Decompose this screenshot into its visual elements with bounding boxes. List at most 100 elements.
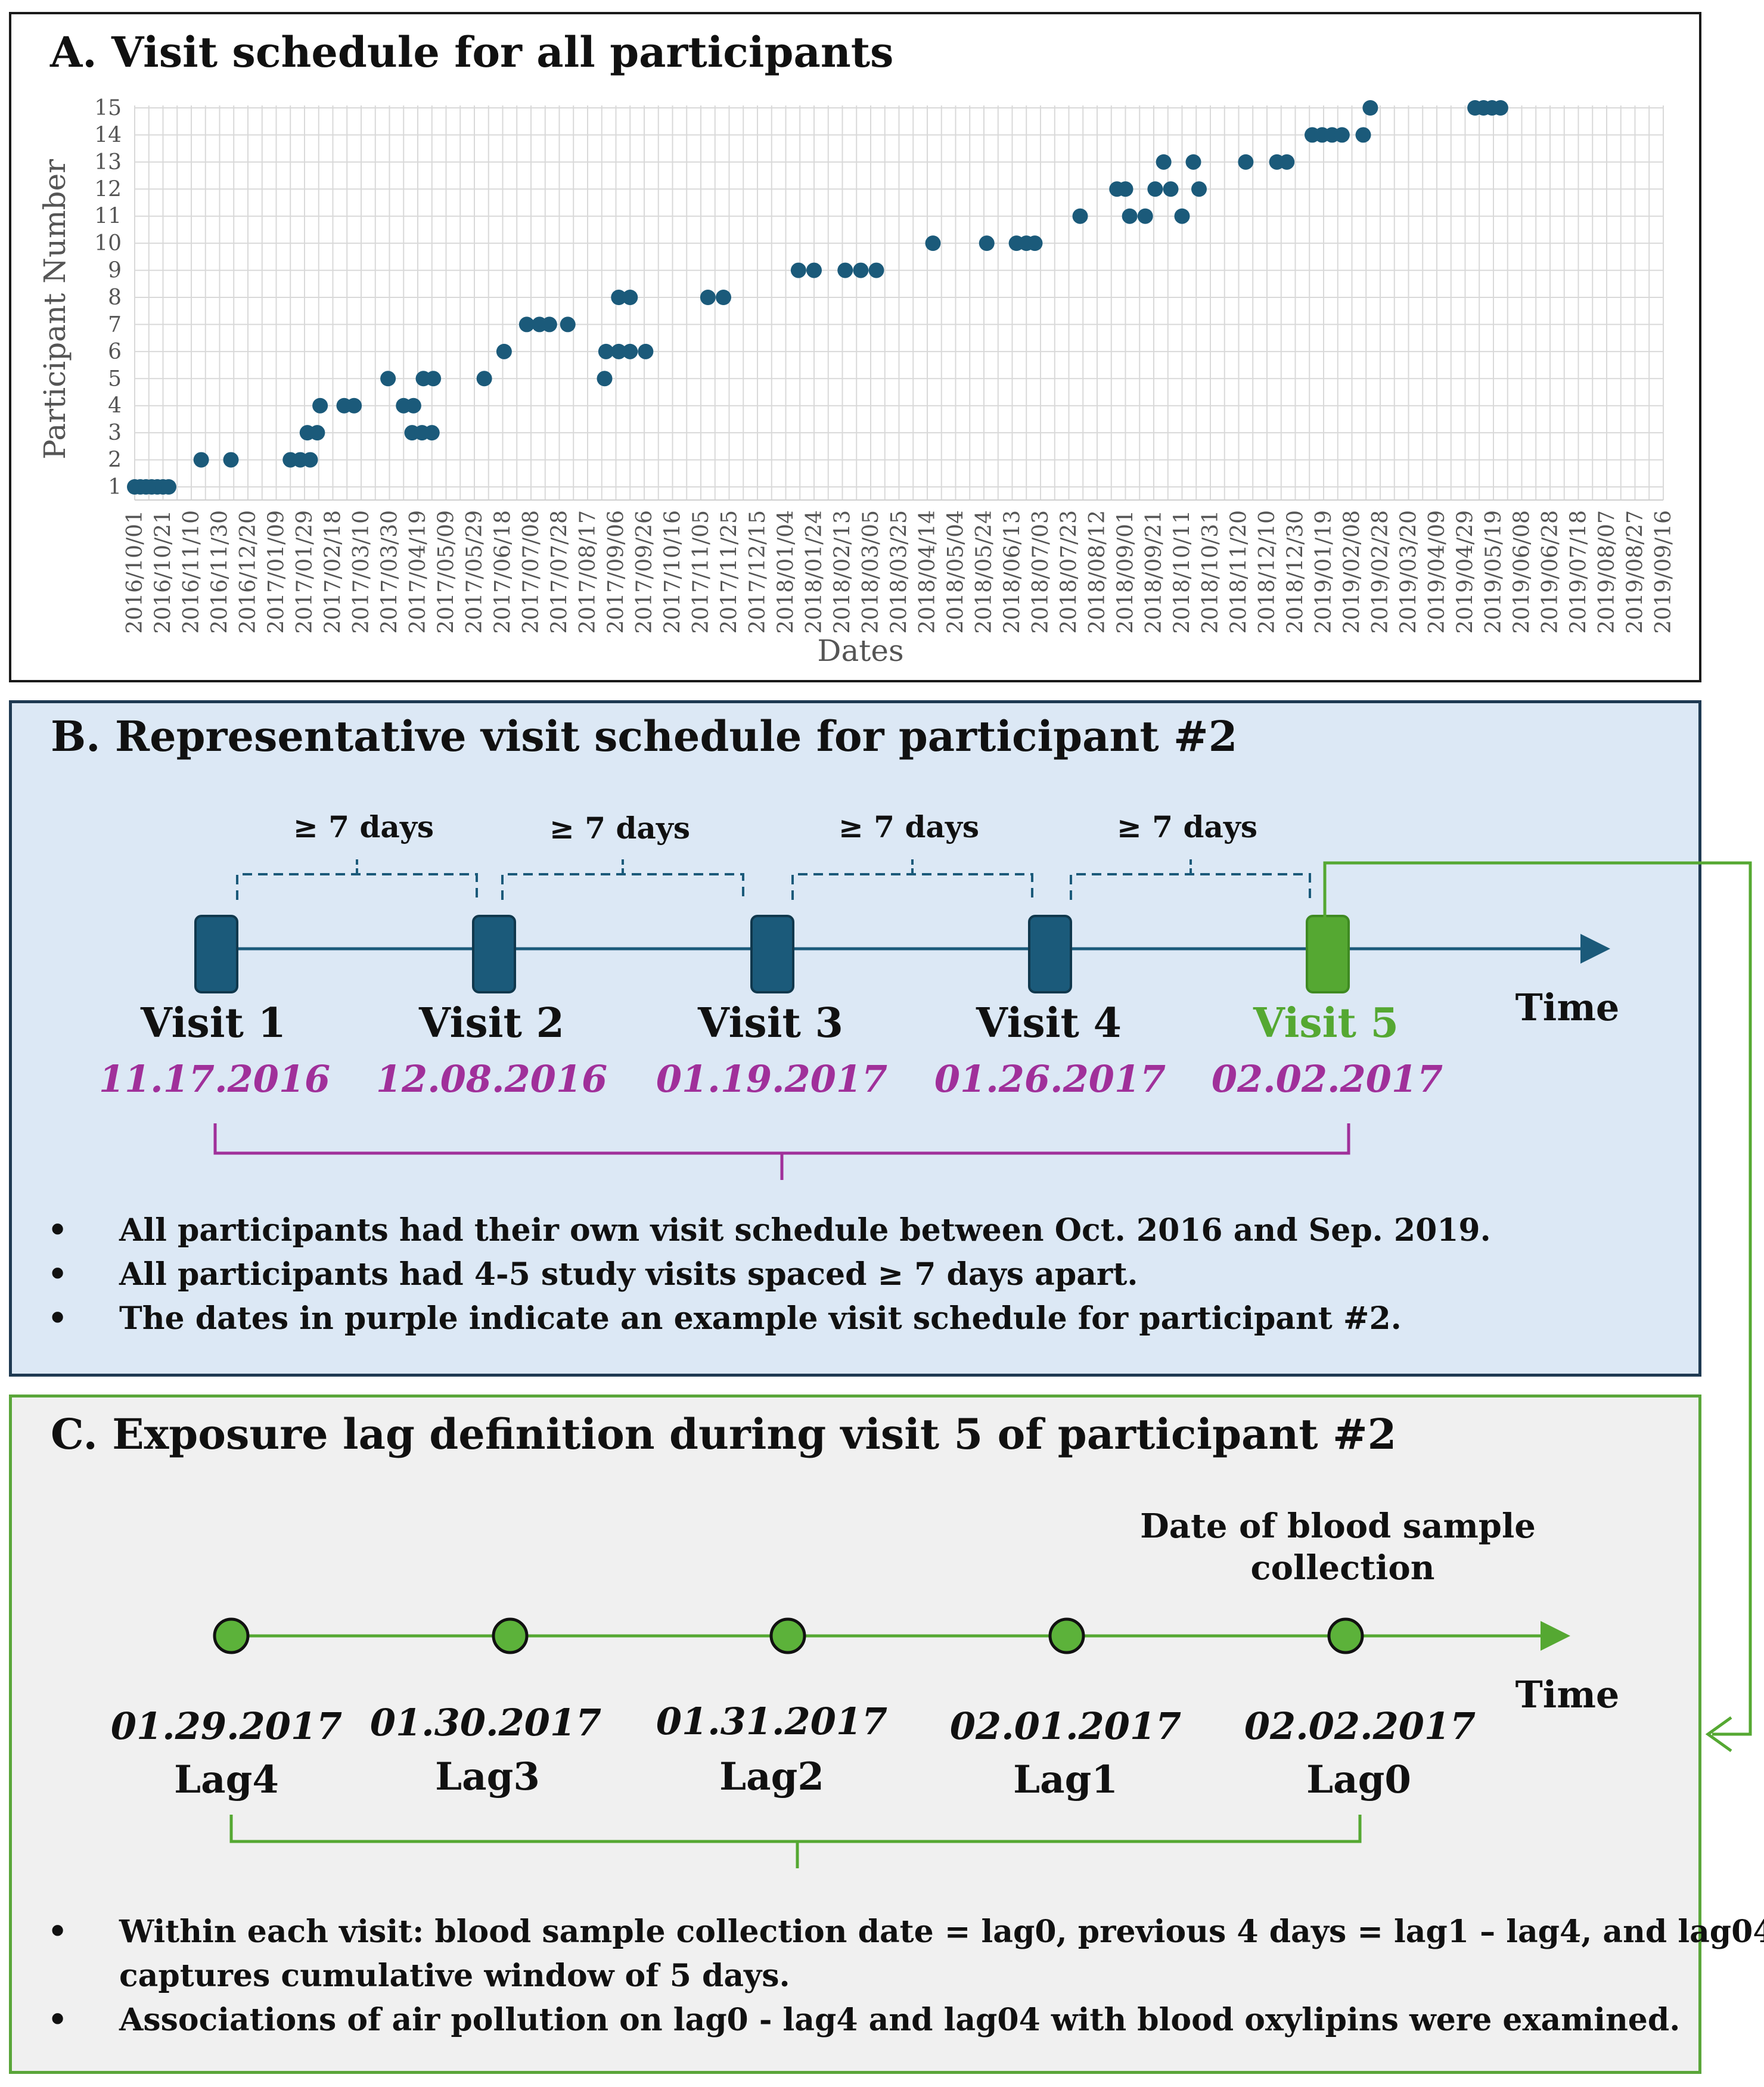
visit-point bbox=[700, 290, 716, 305]
visit-point bbox=[1174, 208, 1190, 224]
x-tick-label: 2018/01/04 bbox=[774, 510, 799, 634]
visit-point bbox=[1185, 154, 1201, 170]
visit-point bbox=[853, 262, 869, 278]
lag-range-bracket bbox=[229, 1815, 1362, 1868]
visit-point bbox=[1355, 127, 1371, 143]
x-tick-label: 2017/07/08 bbox=[519, 510, 544, 634]
gap-label-2: ≥ 7 days bbox=[549, 810, 690, 846]
visit-point bbox=[1279, 154, 1295, 170]
note-text: All participants had 4-5 study visits sp… bbox=[119, 1256, 1138, 1293]
note-text: The dates in purple indicate an example … bbox=[119, 1300, 1402, 1337]
x-tick-label: 2016/12/20 bbox=[236, 510, 260, 634]
gap-bracket-1: ≥ 7 days bbox=[236, 809, 478, 900]
visit-point bbox=[1117, 181, 1133, 197]
visit-point bbox=[611, 290, 627, 305]
x-tick-label: 2019/08/27 bbox=[1623, 510, 1648, 634]
x-tick-label: 2019/09/16 bbox=[1651, 510, 1676, 634]
x-tick-label: 2018/10/31 bbox=[1198, 510, 1223, 634]
panel-b: B. Representative visit schedule for par… bbox=[9, 700, 1701, 1377]
visit-4-marker bbox=[1028, 915, 1072, 993]
visit-point bbox=[346, 397, 362, 414]
visit-point bbox=[1163, 181, 1179, 197]
note-item: • Within each visit: blood sample collect… bbox=[48, 1910, 1764, 1954]
note-text: All participants had their own visit sch… bbox=[119, 1212, 1491, 1249]
lag-time-label: Time bbox=[1515, 1673, 1620, 1716]
note-text: Within each visit: blood sample collecti… bbox=[119, 1914, 1764, 1950]
gap-label-4: ≥ 7 days bbox=[1117, 809, 1257, 844]
visit-point bbox=[790, 262, 806, 278]
lag2-label: Lag2 bbox=[719, 1754, 824, 1799]
visit-point bbox=[622, 343, 638, 359]
visit-point bbox=[837, 262, 853, 278]
x-tick-label: 2018/11/20 bbox=[1227, 510, 1251, 634]
visit-point bbox=[405, 397, 421, 414]
x-tick-label: 2017/11/05 bbox=[689, 510, 713, 634]
visit-point bbox=[312, 397, 328, 414]
x-tick-label: 2019/04/29 bbox=[1454, 510, 1478, 634]
lag4-date: 01.29.2017 bbox=[111, 1704, 342, 1748]
bullet-dot: • bbox=[48, 1914, 68, 1950]
panel-c-notes: • Within each visit: blood sample collect… bbox=[48, 1910, 1764, 2042]
visit-5-label: Visit 5 bbox=[1253, 999, 1399, 1047]
x-tick-label: 2019/02/28 bbox=[1368, 510, 1393, 634]
gap-label-3: ≥ 7 days bbox=[838, 809, 979, 844]
visit-point bbox=[424, 425, 440, 441]
x-tick-label: 2017/03/10 bbox=[349, 510, 374, 634]
visit-1-marker bbox=[194, 915, 238, 993]
gap-label-1: ≥ 7 days bbox=[293, 809, 434, 844]
x-tick-label: 2018/09/21 bbox=[1142, 510, 1166, 634]
lag1-date: 02.01.2017 bbox=[950, 1704, 1181, 1748]
x-tick-label: 2017/09/26 bbox=[632, 510, 657, 634]
note-item: • All participants had their own visit sc… bbox=[48, 1209, 1491, 1253]
panel-a-title: A. Visit schedule for all participants bbox=[50, 27, 894, 77]
bullet-dot: • bbox=[48, 1212, 68, 1249]
x-tick-label: 2018/03/05 bbox=[859, 510, 883, 634]
y-tick-label: 15 bbox=[94, 96, 122, 120]
visit-point bbox=[1492, 100, 1508, 116]
x-tick-labels: 2016/10/01 2016/10/21 2016/11/10 2016/11/30… bbox=[123, 510, 1676, 634]
lag1-label: Lag1 bbox=[1013, 1757, 1118, 1802]
x-tick-label: 2018/12/10 bbox=[1255, 510, 1279, 634]
y-tick-label: 12 bbox=[94, 177, 122, 201]
x-tick-label: 2019/01/19 bbox=[1312, 510, 1336, 634]
visit-point bbox=[611, 343, 627, 359]
visit-point bbox=[1156, 154, 1172, 170]
y-tick-label: 9 bbox=[108, 259, 122, 283]
connector-arrowhead bbox=[1705, 1716, 1732, 1753]
visit-3-date: 01.19.2017 bbox=[656, 1057, 887, 1101]
visit-point bbox=[868, 262, 884, 278]
y-tick-label: 7 bbox=[108, 312, 122, 337]
gap-bracket-3: ≥ 7 days bbox=[791, 809, 1033, 900]
visit-point bbox=[597, 371, 613, 387]
x-tick-label: 2017/05/29 bbox=[462, 510, 487, 634]
visit-1-date: 11.17.2016 bbox=[99, 1057, 330, 1101]
x-tick-label: 2018/05/24 bbox=[972, 510, 996, 634]
panel-c-title: C. Exposure lag definition during visit … bbox=[51, 1409, 1397, 1459]
x-tick-label: 2017/06/18 bbox=[491, 510, 515, 634]
x-tick-label: 2017/04/19 bbox=[406, 510, 430, 634]
y-tick-label: 2 bbox=[108, 448, 122, 473]
x-axis-label: Dates bbox=[817, 633, 903, 668]
y-tick-label: 10 bbox=[94, 231, 122, 256]
x-tick-label: 2019/04/09 bbox=[1425, 510, 1449, 634]
x-tick-label: 2018/12/30 bbox=[1284, 510, 1308, 634]
visit-point bbox=[1334, 127, 1350, 143]
lag2-date: 01.31.2017 bbox=[656, 1700, 887, 1743]
y-tick-label: 3 bbox=[108, 421, 122, 445]
x-tick-label: 2016/11/10 bbox=[179, 510, 204, 634]
x-tick-label: 2018/01/24 bbox=[802, 510, 827, 634]
visit-point bbox=[979, 235, 995, 251]
x-tick-label: 2017/09/06 bbox=[604, 510, 629, 634]
x-tick-label: 2018/07/03 bbox=[1029, 510, 1053, 634]
visit-point bbox=[309, 425, 325, 441]
visit-point bbox=[1027, 235, 1043, 251]
visit-point bbox=[1238, 154, 1254, 170]
visit-point bbox=[518, 316, 535, 333]
panel-b-title: B. Representative visit schedule for par… bbox=[51, 712, 1238, 761]
visit-point bbox=[496, 343, 512, 359]
x-tick-label: 2017/05/09 bbox=[434, 510, 459, 634]
x-tick-label: 2019/08/07 bbox=[1595, 510, 1619, 634]
visit-5-marker bbox=[1306, 915, 1350, 993]
lag3-label: Lag3 bbox=[435, 1754, 540, 1799]
